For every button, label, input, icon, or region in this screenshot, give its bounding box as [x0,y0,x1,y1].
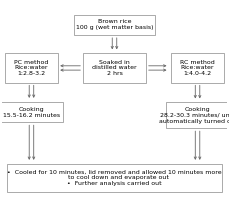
Text: Brown rice
100 g (wet matter basis): Brown rice 100 g (wet matter basis) [76,19,153,30]
Text: Soaked in
distilled water
2 hrs: Soaked in distilled water 2 hrs [92,60,137,76]
Text: RC method
Rice:water
1:4.0-4.2: RC method Rice:water 1:4.0-4.2 [180,60,215,76]
FancyBboxPatch shape [83,53,146,82]
FancyBboxPatch shape [0,102,63,122]
FancyBboxPatch shape [171,53,224,82]
Text: PC method
Rice:water
1:2.8-3.2: PC method Rice:water 1:2.8-3.2 [14,60,49,76]
FancyBboxPatch shape [74,15,155,35]
FancyBboxPatch shape [7,164,222,192]
FancyBboxPatch shape [166,103,229,128]
Text: Cooking
15.5-16.2 minutes: Cooking 15.5-16.2 minutes [3,107,60,117]
FancyBboxPatch shape [5,53,58,82]
Text: Cooking
28.2-30.3 minutes/ until
automatically turned off: Cooking 28.2-30.3 minutes/ until automat… [159,107,229,124]
Text: •  Cooled for 10 minutes, lid removed and allowed 10 minutes more
    to cool do: • Cooled for 10 minutes, lid removed and… [7,170,222,186]
